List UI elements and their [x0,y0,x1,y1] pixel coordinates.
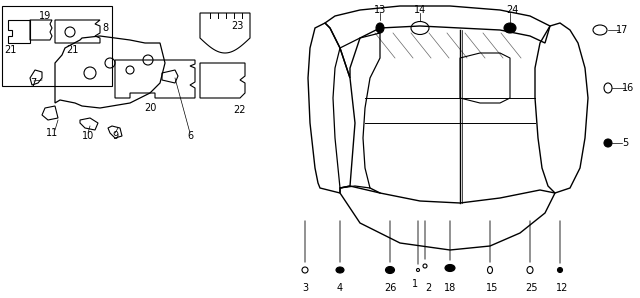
Text: 26: 26 [384,283,396,293]
Text: 18: 18 [444,283,456,293]
Text: 12: 12 [556,283,568,293]
Text: 11: 11 [46,128,58,138]
Text: 22: 22 [234,105,246,115]
Text: 2: 2 [425,283,431,293]
Text: 15: 15 [486,283,498,293]
Text: 10: 10 [82,131,94,141]
Text: 14: 14 [414,5,426,15]
Text: 20: 20 [144,103,156,113]
Text: 25: 25 [525,283,538,293]
Ellipse shape [557,268,563,272]
Text: 23: 23 [231,21,243,31]
Text: 17: 17 [616,25,628,35]
Ellipse shape [604,139,612,147]
Ellipse shape [336,267,344,273]
Ellipse shape [376,23,384,33]
Text: 24: 24 [506,5,518,15]
Text: 7: 7 [30,78,36,88]
Text: 6: 6 [187,131,193,141]
Text: 9: 9 [112,131,118,141]
Ellipse shape [504,23,516,33]
Text: 4: 4 [337,283,343,293]
Text: 21: 21 [66,45,78,55]
Ellipse shape [445,265,455,271]
Text: 19: 19 [39,11,51,21]
Ellipse shape [385,266,394,274]
Text: 16: 16 [622,83,634,93]
Text: 21: 21 [4,45,16,55]
Text: 8: 8 [102,23,108,33]
Bar [2,6,112,86]
Text: 3: 3 [302,283,308,293]
Text: 1: 1 [412,279,418,289]
Text: 13: 13 [374,5,386,15]
Text: 5: 5 [622,138,628,148]
